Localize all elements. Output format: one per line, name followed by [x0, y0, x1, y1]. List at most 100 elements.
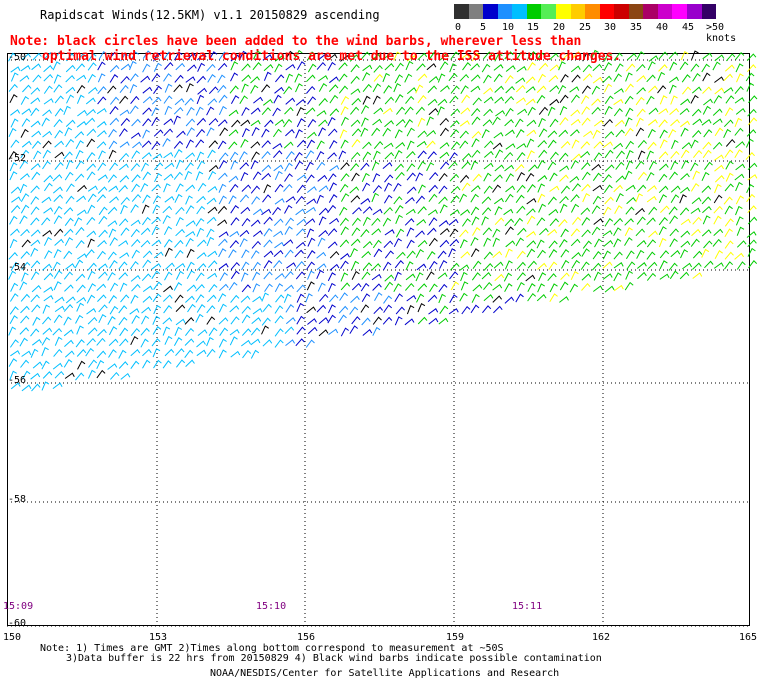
wind-barb: [174, 294, 184, 303]
wind-barb: [229, 328, 240, 336]
wind-barb: [173, 171, 183, 180]
wind-barb: [74, 173, 85, 182]
wind-barb: [10, 109, 21, 116]
wind-barb: [153, 62, 162, 72]
wind-barb: [218, 94, 228, 103]
wind-barb: [130, 274, 141, 282]
wind-barb: [748, 95, 758, 104]
wind-barb: [264, 119, 274, 128]
wind-barb: [724, 64, 735, 72]
wind-barb: [142, 259, 152, 268]
wind-barb: [714, 87, 725, 95]
wind-barb: [734, 127, 744, 136]
wind-barb: [329, 76, 339, 84]
wind-barb: [327, 173, 337, 182]
wind-barb: [340, 139, 349, 149]
wind-barb: [252, 295, 263, 303]
wind-barb: [329, 164, 340, 172]
wind-barb: [471, 149, 481, 158]
lat-label: -54: [8, 262, 27, 273]
wind-barb: [362, 182, 371, 192]
wind-barb: [186, 52, 197, 61]
wind-barb: [371, 161, 380, 171]
wind-barb: [8, 358, 18, 367]
wind-barb: [174, 98, 185, 106]
wind-barb: [426, 162, 435, 172]
wind-barb: [207, 272, 218, 280]
wind-barb: [197, 62, 206, 72]
wind-barb: [702, 105, 711, 115]
wind-barb: [558, 129, 569, 137]
wind-barb: [505, 85, 515, 94]
wind-barb: [196, 252, 207, 259]
wind-barb: [648, 230, 658, 238]
wind-barb: [382, 107, 393, 115]
wind-barb: [559, 203, 568, 213]
wind-barb: [548, 249, 558, 258]
wind-barb: [338, 62, 348, 70]
wind-barb: [493, 64, 504, 71]
wind-barb: [724, 107, 734, 117]
wind-barb: [251, 151, 260, 161]
wind-barb: [340, 226, 349, 236]
wind-barb: [327, 116, 336, 127]
wind-barb: [504, 75, 514, 84]
wind-barb: [591, 49, 599, 59]
wind-barb: [362, 141, 372, 150]
wind-barb: [162, 205, 173, 214]
wind-barb: [252, 62, 262, 71]
wind-barb: [54, 108, 64, 117]
wind-barb: [602, 75, 612, 84]
wind-barb: [459, 174, 470, 183]
wind-barb: [228, 195, 237, 205]
wind-barb: [625, 184, 636, 192]
wind-barb: [131, 150, 141, 159]
wind-barb: [163, 173, 174, 181]
wind-barb: [670, 160, 679, 171]
wind-barb: [493, 305, 503, 314]
wind-barb: [228, 175, 239, 183]
wind-barb: [428, 260, 438, 270]
wind-barb: [63, 358, 73, 368]
wind-barb: [63, 105, 71, 115]
wind-barb: [603, 206, 612, 216]
wind-barb: [471, 130, 482, 139]
wind-barb: [362, 151, 372, 161]
wind-barb: [8, 150, 18, 160]
wind-barb: [195, 171, 204, 181]
wind-barb: [571, 139, 580, 149]
wind-barb: [98, 215, 108, 225]
wind-barb: [42, 229, 53, 237]
wind-barb: [625, 250, 635, 260]
wind-barb: [724, 228, 733, 238]
wind-barb: [162, 326, 171, 336]
wind-barb: [263, 71, 272, 81]
wind-barb: [691, 228, 701, 237]
wind-barb: [97, 61, 106, 71]
wind-barb: [460, 209, 471, 216]
wind-barb: [184, 338, 195, 346]
wind-barb: [340, 116, 349, 126]
legend-swatch: [701, 4, 717, 19]
wind-barb: [613, 98, 624, 106]
wind-barb: [470, 185, 481, 193]
wind-barb: [120, 196, 130, 205]
wind-barb: [316, 61, 326, 70]
wind-barb: [417, 95, 427, 104]
wind-barb: [317, 237, 326, 247]
wind-barb: [636, 75, 647, 83]
wind-barb: [351, 227, 361, 236]
wind-barb: [294, 73, 303, 83]
map-plot-area: [7, 53, 750, 626]
wind-barb: [140, 227, 151, 235]
wind-barb: [746, 129, 757, 137]
wind-barb: [745, 72, 755, 82]
wind-barb: [153, 129, 164, 137]
wind-barb: [151, 97, 162, 105]
wind-barb: [734, 117, 743, 127]
wind-barb: [317, 282, 326, 292]
wind-barb: [383, 142, 394, 149]
wind-barb: [241, 127, 250, 138]
wind-barb: [360, 105, 370, 114]
wind-barb: [635, 193, 643, 203]
